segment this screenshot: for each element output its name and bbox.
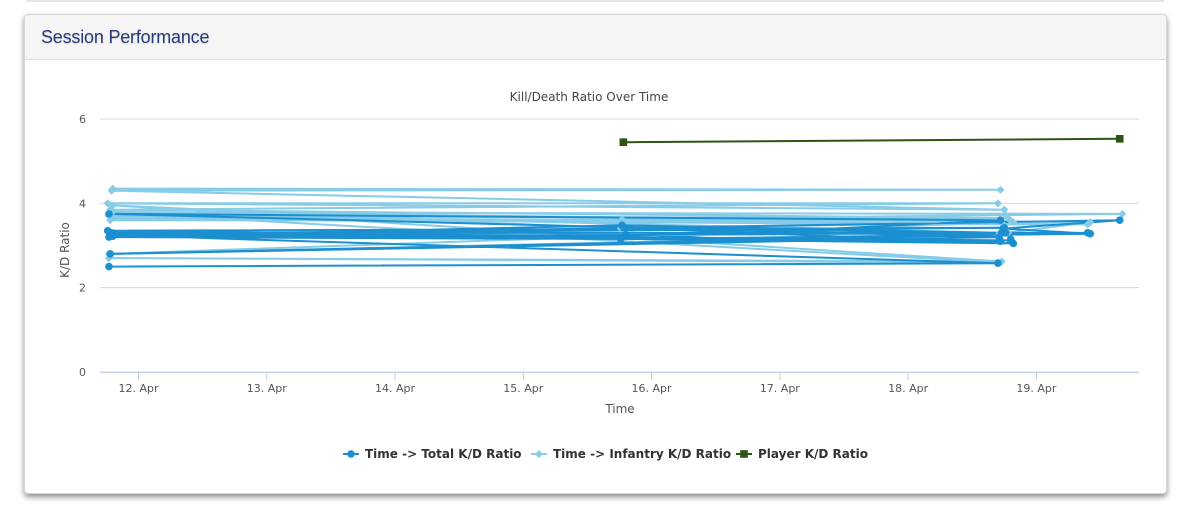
legend-item-2[interactable]: Player K/D Ratio: [736, 447, 868, 461]
series-0-point: [995, 233, 1003, 241]
x-tick-label: 14. Apr: [375, 382, 415, 395]
x-tick-label: 19. Apr: [1016, 382, 1056, 395]
axes: 0 2 4 6 12. Apr 13. Apr 14. Apr 15. Apr 16. Apr 1…: [79, 113, 1139, 395]
series-1-point: [1009, 218, 1018, 227]
x-tick-label: 13. Apr: [247, 382, 287, 395]
series-0-point: [1086, 229, 1095, 238]
legend-swatch-marker: [740, 450, 748, 458]
panel-header: Session Performance: [25, 15, 1166, 60]
y-tick-label: 0: [79, 366, 86, 379]
y-tick-label: 6: [79, 113, 86, 126]
series-1-point: [108, 201, 117, 210]
legend-swatch-marker: [535, 450, 543, 458]
series-1-point: [1000, 205, 1009, 214]
x-tick-label: 18. Apr: [888, 382, 928, 395]
top-divider: [26, 0, 1164, 2]
gridlines: [100, 118, 1139, 373]
series-1-point: [107, 186, 116, 195]
legend-item-1[interactable]: Time -> Infantry K/D Ratio: [531, 447, 731, 461]
legend-swatch-marker: [347, 450, 355, 458]
series-1-point: [1086, 218, 1095, 227]
series-1-point: [106, 216, 115, 225]
y-axis-title: K/D Ratio: [58, 222, 72, 278]
legend-label: Player K/D Ratio: [758, 447, 868, 461]
panel-title: Session Performance: [41, 26, 210, 47]
legend-label: Time -> Infantry K/D Ratio: [553, 447, 731, 461]
series-1-point: [1001, 211, 1010, 220]
series-0-point: [105, 262, 113, 271]
series-line-2: [623, 137, 1120, 144]
series-1-point: [996, 185, 1005, 194]
series-1-point: [1118, 209, 1127, 218]
y-tick-label: 4: [79, 197, 86, 210]
y-tick-label: 2: [79, 282, 86, 295]
series-2-point: [619, 138, 628, 146]
series-1-point: [618, 215, 627, 224]
series-0-point: [1006, 235, 1015, 243]
legend-label: Time -> Total K/D Ratio: [365, 447, 522, 461]
x-axis-title: Time: [604, 402, 634, 416]
series-0-point: [105, 210, 113, 218]
series-0-point: [616, 235, 625, 243]
series-2-point: [1115, 135, 1124, 143]
legend: Time -> Total K/D Ratio Time -> Infantry …: [343, 447, 868, 461]
x-tick-label: 17. Apr: [760, 382, 800, 395]
series-0-point: [106, 250, 115, 258]
series-1-point: [993, 199, 1002, 208]
series-0-point: [622, 231, 630, 239]
marker-layer: [103, 135, 1127, 271]
chart-title: Kill/Death Ratio Over Time: [510, 90, 669, 104]
x-tick-label: 15. Apr: [503, 382, 543, 395]
session-performance-panel: Session Performance: [24, 14, 1167, 494]
series-0-point: [1001, 229, 1010, 237]
series-0-point: [109, 232, 117, 241]
series-0-point: [1115, 216, 1124, 224]
series-0-point: [994, 259, 1002, 268]
series-0-point: [996, 216, 1005, 224]
x-tick-label: 12. Apr: [118, 382, 158, 395]
series-layer: [106, 137, 1124, 268]
legend-item-0[interactable]: Time -> Total K/D Ratio: [343, 447, 522, 461]
x-tick-label: 16. Apr: [632, 382, 672, 395]
series-0-point: [619, 223, 628, 232]
